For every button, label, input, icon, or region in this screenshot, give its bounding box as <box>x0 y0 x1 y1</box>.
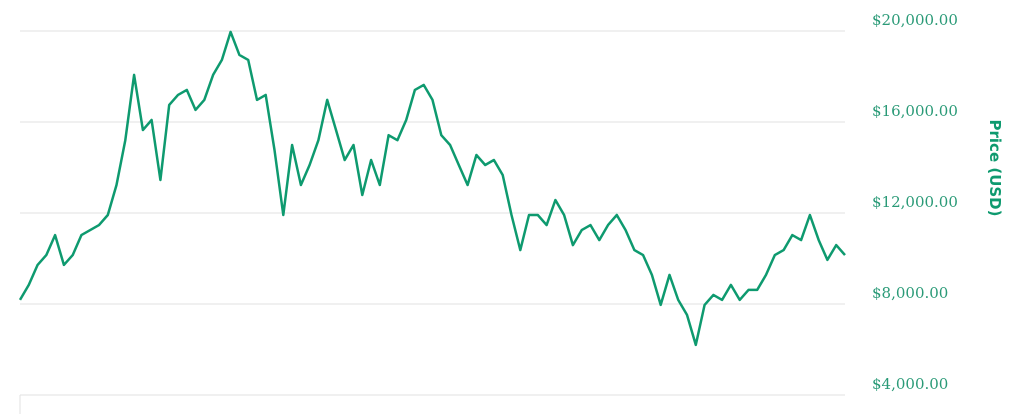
y-axis-title: Price (USD) <box>986 120 1004 217</box>
y-tick-label: $4,000.00 <box>872 375 948 393</box>
y-tick-label: $12,000.00 <box>872 193 958 211</box>
price-line <box>18 30 846 347</box>
y-tick-label: $16,000.00 <box>872 102 958 120</box>
y-tick-label: $8,000.00 <box>872 284 948 302</box>
y-tick-label: $20,000.00 <box>872 11 958 29</box>
